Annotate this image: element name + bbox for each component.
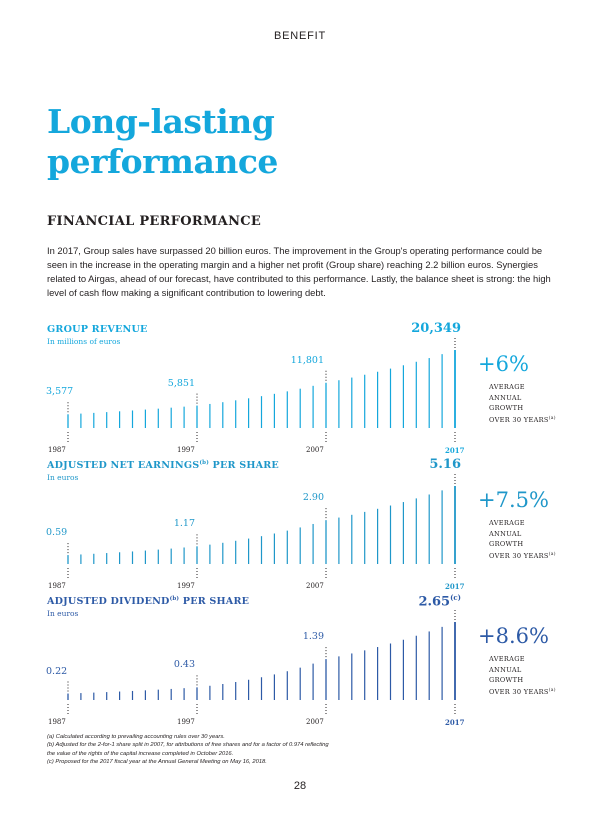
year-label-1987: 1987 [48,582,66,590]
growth-percentage: +6% [478,352,529,376]
growth-line-1: ANNUAL [489,665,522,674]
growth-percentage: +8.6% [478,624,549,648]
growth-line-0: AVERAGE [489,655,525,663]
chart-subtitle: In millions of euros [47,337,121,346]
growth-line-0: AVERAGE [489,519,525,527]
value-label-1987: 3,577 [46,386,74,398]
value-label-1997: 5,851 [167,377,195,389]
final-value-text: 20,349 [411,321,461,336]
chart-subtitle: In euros [47,609,79,618]
growth-description: AVERAGE ANNUAL GROWTH OVER 30 YEARS(a) [489,382,556,425]
value-label-2007: 1.39 [302,631,324,643]
growth-sup: (a) [548,551,556,557]
growth-line-3: OVER 30 YEARS(a) [489,551,556,560]
year-label-1997: 1997 [177,446,195,454]
year-label-2017: 2017 [445,718,465,727]
chart-title-tail: PER SHARE [179,596,250,608]
final-value-2017: 20,349 [411,321,461,336]
growth-line-1: ANNUAL [489,393,522,402]
chart-group-revenue: GROUP REVENUE In millions of euros 20,349 3… [0,321,600,455]
chart-title: GROUP REVENUE [47,324,148,335]
growth-description: AVERAGE ANNUAL GROWTH OVER 30 YEARS(a) [489,654,556,697]
year-label-2007: 2007 [306,582,324,590]
year-label-1997: 1997 [177,718,195,726]
year-label-1987: 1987 [48,446,66,454]
page-title-line-1: Long-lasting [47,102,275,141]
chart-title: ADJUSTED NET EARNINGS(b) PER SHARE [47,460,279,471]
growth-line-2: GROWTH [489,404,524,412]
chart-title-sup: (b) [169,596,180,602]
growth-description: AVERAGE ANNUAL GROWTH OVER 30 YEARS(a) [489,518,556,561]
chart-adjusted-dividend: ADJUSTED DIVIDEND(b) PER SHARE In euros 2.… [0,593,600,727]
section-label: BENEFIT [273,30,327,42]
chart-subtitle: In euros [47,473,79,482]
chart-title-text: ADJUSTED NET EARNINGS [47,460,200,472]
growth-line-2: GROWTH [489,676,524,684]
year-label-2007: 2007 [306,718,324,726]
footnotes: (a) Calculated according to prevailing a… [47,733,447,766]
intro-paragraph: In 2017, Group sales have surpassed 20 b… [47,245,551,298]
year-label-2017: 2017 [445,446,465,455]
growth-line-2: GROWTH [489,540,524,548]
growth-line-1: ANNUAL [489,529,522,538]
chart-title-text: ADJUSTED DIVIDEND [47,596,170,608]
value-label-2007: 2.90 [302,492,324,504]
chart-title-tail: PER SHARE [209,460,279,472]
final-value-2017: 2.65(c) [418,593,461,609]
final-value-text: 5.16 [429,457,461,472]
growth-percentage: +7.5% [478,488,549,512]
chart-title-text: GROUP REVENUE [47,324,148,335]
footnote-a: (a) Calculated according to prevailing a… [47,734,225,740]
section-subtitle: FINANCIAL PERFORMANCE [47,214,262,229]
year-label-1987: 1987 [48,718,66,726]
bars-svg [67,338,456,442]
value-label-1997: 1.17 [173,518,195,530]
footnote-c: (c) Proposed for the 2017 fiscal year at… [47,758,267,765]
value-label-1987: 0.22 [46,665,68,677]
value-label-1987: 0.59 [46,527,68,539]
value-label-1997: 0.43 [173,659,195,671]
growth-sup: (a) [548,687,556,693]
bars-svg [67,610,456,714]
chart-adjusted-net-earnings: ADJUSTED NET EARNINGS(b) PER SHARE In eur… [0,457,600,591]
chart-title-sup: (b) [199,460,210,466]
growth-line-0: AVERAGE [489,383,525,391]
final-value-sup: (c) [450,593,461,602]
growth-line-3: OVER 30 YEARS(a) [489,415,556,424]
value-label-2007: 11,801 [290,354,324,366]
growth-line-3: OVER 30 YEARS(a) [489,687,556,696]
year-label-2007: 2007 [306,446,324,454]
growth-sup: (a) [548,415,556,421]
chart-title: ADJUSTED DIVIDEND(b) PER SHARE [47,596,249,607]
final-value-text: 2.65 [418,594,451,610]
footnote-b: (b) Adjusted for the 2-for-1 share split… [47,742,329,749]
year-label-1997: 1997 [177,582,195,590]
year-label-2017: 2017 [445,582,465,591]
final-value-2017: 5.16 [429,457,461,472]
page-number: 28 [293,780,307,792]
footnote-b-cont: the value of the rights of the capital i… [47,750,234,757]
page-title-line-2: performance [47,142,278,181]
bars-svg [67,474,456,578]
